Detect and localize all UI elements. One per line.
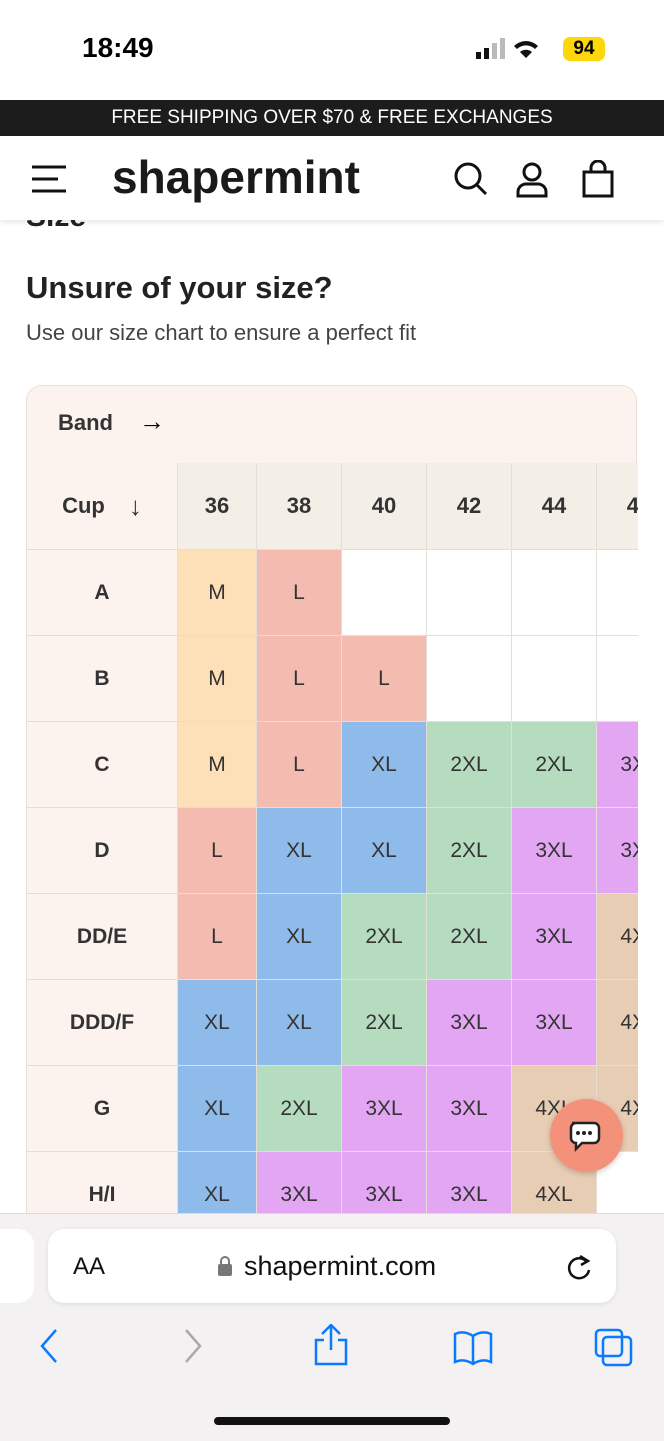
browser-bar: AA shapermint.com — [0, 1213, 664, 1441]
size-cell: XL — [178, 980, 257, 1066]
status-bar: 18:49 94 — [0, 0, 664, 100]
arrow: → — [139, 406, 165, 436]
size-cell: 2XL — [342, 894, 427, 980]
size-cell: L — [257, 550, 342, 636]
size-cell: 3XL — [512, 980, 597, 1066]
band-header: 46 — [597, 463, 638, 550]
band-header: 40 — [342, 463, 427, 550]
nav-bar: shapermint — [0, 136, 664, 220]
size-cell: XL — [257, 894, 342, 980]
band-label: Band — [58, 410, 113, 435]
cup-cell: C — [26, 722, 178, 808]
band-header: 42 — [427, 463, 512, 550]
time: 18:49 — [82, 32, 154, 63]
heading: Unsure of your size? — [26, 270, 333, 305]
chat-button[interactable] — [550, 1099, 623, 1172]
size-cell — [512, 636, 597, 722]
size-cell: 2XL — [257, 1066, 342, 1152]
size-cell — [597, 636, 638, 722]
size-cell: 2XL — [427, 894, 512, 980]
logo[interactable]: shapermint — [112, 151, 360, 203]
cup-cell: B — [26, 636, 178, 722]
announcement-banner: FREE SHIPPING OVER $70 & FREE EXCHANGES — [0, 100, 664, 136]
nav-icons[interactable] — [452, 160, 622, 200]
size-cell: L — [257, 722, 342, 808]
signal-wifi — [476, 38, 538, 59]
size-cell: 2XL — [427, 808, 512, 894]
size-cell: XL — [342, 722, 427, 808]
cup-cell: H/I — [26, 1152, 178, 1213]
band-header: 44 — [512, 463, 597, 550]
cup-cell: A — [26, 550, 178, 636]
size-cell — [597, 550, 638, 636]
size-cell: L — [178, 808, 257, 894]
band-row: Band → — [26, 385, 637, 464]
size-cell: 3XL — [257, 1152, 342, 1213]
size-cell: 4XL — [597, 980, 638, 1066]
cup-cell: D — [26, 808, 178, 894]
size-cell: M — [178, 722, 257, 808]
size-cell: 2XL — [427, 722, 512, 808]
cup-cell: DDD/F — [26, 980, 178, 1066]
size-cell: XL — [257, 980, 342, 1066]
url-bar[interactable]: AA shapermint.com — [48, 1229, 616, 1303]
battery: 94 — [563, 37, 605, 61]
size-cell — [512, 550, 597, 636]
size-cell: 2XL — [512, 722, 597, 808]
home-indicator — [214, 1417, 450, 1425]
size-cell: 3XL — [427, 1152, 512, 1213]
subheading: Use our size chart to ensure a perfect f… — [26, 320, 417, 345]
size-cell — [427, 636, 512, 722]
band-header: 38 — [257, 463, 342, 550]
size-cell: L — [257, 636, 342, 722]
size-cell: M — [178, 550, 257, 636]
size-cell — [427, 550, 512, 636]
size-cell: 3XL — [342, 1066, 427, 1152]
size-cell: 3XL — [512, 808, 597, 894]
cup-header: Cup ↓ — [26, 463, 178, 550]
size-cell: 3XL — [512, 894, 597, 980]
size-cell — [342, 550, 427, 636]
size-cell: 3XL — [597, 808, 638, 894]
size-cell: M — [178, 636, 257, 722]
toolbar[interactable] — [0, 1324, 664, 1374]
size-cell: 3XL — [597, 722, 638, 808]
cup-cell: G — [26, 1066, 178, 1152]
size-cell: XL — [342, 808, 427, 894]
size-cell: XL — [178, 1066, 257, 1152]
url: shapermint.com — [244, 1251, 437, 1281]
text-size[interactable]: AA — [73, 1253, 106, 1280]
menu-icon[interactable] — [30, 164, 70, 194]
tab-edge — [0, 1229, 34, 1303]
size-cell: 4XL — [597, 894, 638, 980]
reload-icon[interactable] — [564, 1253, 594, 1283]
size-cell: 3XL — [427, 1066, 512, 1152]
size-cell: XL — [257, 808, 342, 894]
size-cell: 2XL — [342, 980, 427, 1066]
cup-cell: DD/E — [26, 894, 178, 980]
cup-label: Cup — [62, 493, 105, 518]
size-cell: 3XL — [342, 1152, 427, 1213]
size-chart: Band → Cup↓363840424446AMLBMLLCMLXL2XL2X… — [26, 385, 638, 1213]
size-cell: L — [342, 636, 427, 722]
band-header: 36 — [178, 463, 257, 550]
arrow: ↓ — [128, 490, 142, 521]
size-cell: L — [178, 894, 257, 980]
size-cell: XL — [178, 1152, 257, 1213]
lock-icon — [218, 1256, 232, 1276]
size-cell: 3XL — [427, 980, 512, 1066]
